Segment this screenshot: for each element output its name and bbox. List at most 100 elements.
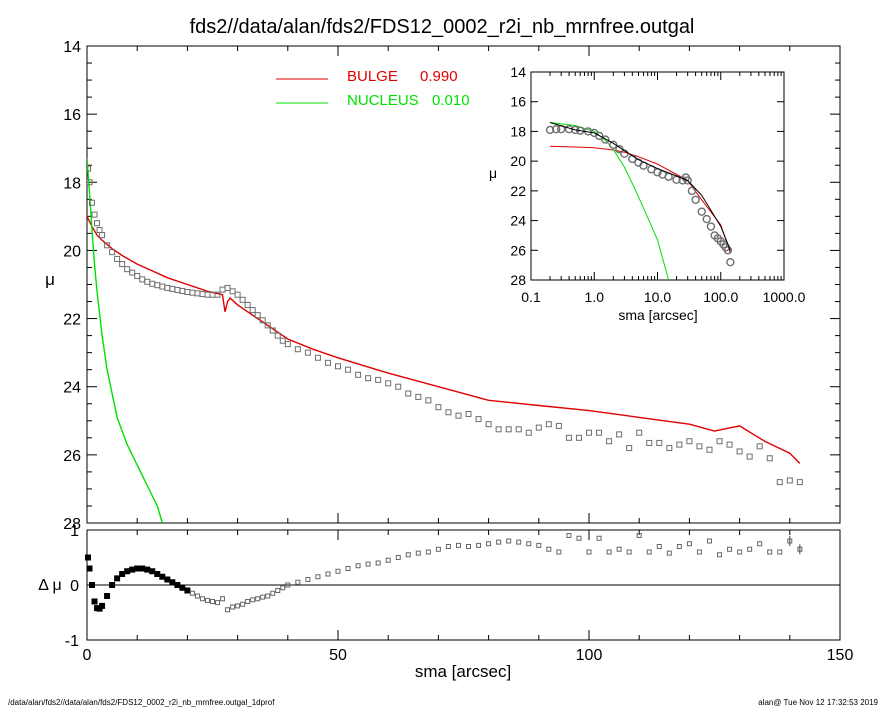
residual-point [676, 544, 682, 549]
inset-y-axis-label: μ [489, 165, 497, 181]
data-point [129, 269, 136, 276]
inset-data-point [551, 124, 561, 134]
residual-x-tick-label: 150 [827, 647, 854, 664]
inset-plot-area [545, 122, 735, 280]
inset-data-point [576, 126, 585, 135]
data-point [124, 266, 131, 273]
main-y-tick-label: 26 [63, 448, 81, 465]
residual-point [89, 582, 96, 588]
main-y-tick-label: 24 [63, 380, 81, 397]
residual-point [355, 563, 361, 569]
residual-point [159, 573, 166, 580]
inset-data-point [702, 214, 711, 224]
residual-point [86, 565, 93, 572]
inset-data-point [545, 125, 555, 135]
data-point [184, 288, 191, 295]
residual-point [240, 601, 246, 607]
residual-point [210, 599, 215, 604]
data-point [134, 272, 141, 279]
data-point [294, 346, 301, 353]
legend-bulge-value: 0.990 [420, 68, 458, 85]
residual-point [109, 582, 116, 588]
residual-point [395, 555, 401, 560]
data-point [164, 284, 171, 291]
data-point [259, 317, 266, 324]
residual-point [250, 597, 256, 603]
inset-x-tick-label: 0.1 [521, 289, 541, 305]
residual-point [455, 542, 461, 548]
inset-x-tick-label: 1000.0 [763, 289, 806, 305]
residual-point [767, 549, 773, 555]
residual-point [415, 550, 421, 556]
residual-point [686, 541, 692, 547]
residual-point [405, 552, 411, 558]
residual-point [777, 549, 783, 555]
data-point [324, 359, 331, 366]
data-point [224, 284, 231, 291]
main-y-tick-label: 22 [63, 312, 81, 329]
inset-data-point [609, 140, 618, 150]
residual-point [91, 598, 98, 605]
data-point [249, 307, 256, 314]
residual-point [656, 544, 662, 549]
inset-data-point [683, 176, 692, 185]
residual-point [425, 549, 431, 555]
series-bulge-line [87, 216, 801, 464]
residual-point [260, 594, 266, 600]
residual-point [230, 604, 236, 610]
footer-path: /data/alan/fds2//data/alan/fds2/FDS12_00… [8, 698, 275, 707]
data-point [304, 349, 311, 356]
residual-point [466, 544, 472, 549]
residual-x-tick-label: 0 [83, 647, 92, 664]
residual-point [365, 561, 371, 567]
residual-point [194, 593, 200, 599]
residual-point [99, 602, 106, 609]
data-point [355, 371, 362, 378]
residual-point [556, 549, 562, 555]
residual-point [174, 582, 181, 588]
residual-point [666, 550, 672, 556]
residual-y-tick-label: 1 [70, 523, 79, 540]
residual-point [596, 535, 602, 541]
inset-data-point [691, 195, 700, 204]
data-point [254, 312, 261, 319]
inset-data-point [723, 246, 733, 255]
data-point [229, 288, 236, 295]
data-point [706, 446, 713, 453]
residual-point [169, 579, 176, 586]
data-point [485, 421, 492, 428]
residual-point [139, 565, 146, 572]
residual-point [220, 596, 226, 602]
data-point [375, 376, 382, 383]
data-point [405, 390, 412, 397]
data-point [159, 283, 166, 290]
residual-point [696, 549, 702, 555]
residual-point [184, 587, 191, 594]
inset-data-point [726, 257, 735, 267]
data-point [575, 434, 582, 441]
residual-point [626, 549, 632, 555]
inset-x-tick-label: 1.0 [585, 289, 605, 305]
data-point [736, 448, 743, 455]
residual-point [189, 590, 195, 596]
data-point [99, 232, 106, 239]
residual-point [164, 576, 171, 583]
residual-point [245, 599, 251, 604]
residual-point [606, 549, 612, 555]
residual-point [737, 549, 743, 555]
legend-bulge-label: BULGE [347, 68, 398, 85]
residual-point [255, 596, 261, 602]
residual-point [295, 579, 301, 585]
data-point [91, 211, 98, 218]
residual-point [616, 546, 622, 552]
residual-point [204, 597, 210, 603]
data-point [219, 286, 226, 293]
data-point [525, 429, 532, 436]
residual-point [285, 582, 291, 588]
inset-data-point [595, 131, 604, 141]
data-point [555, 422, 562, 429]
residual-point [526, 541, 532, 547]
inset-x-axis-label: sma [arcsec] [618, 307, 697, 323]
inset-log-panel: 14 16 18 20 22 24 26 280.1 1.0 10.0 100.0 1000.0 sma… [489, 64, 806, 323]
data-point [169, 285, 176, 292]
